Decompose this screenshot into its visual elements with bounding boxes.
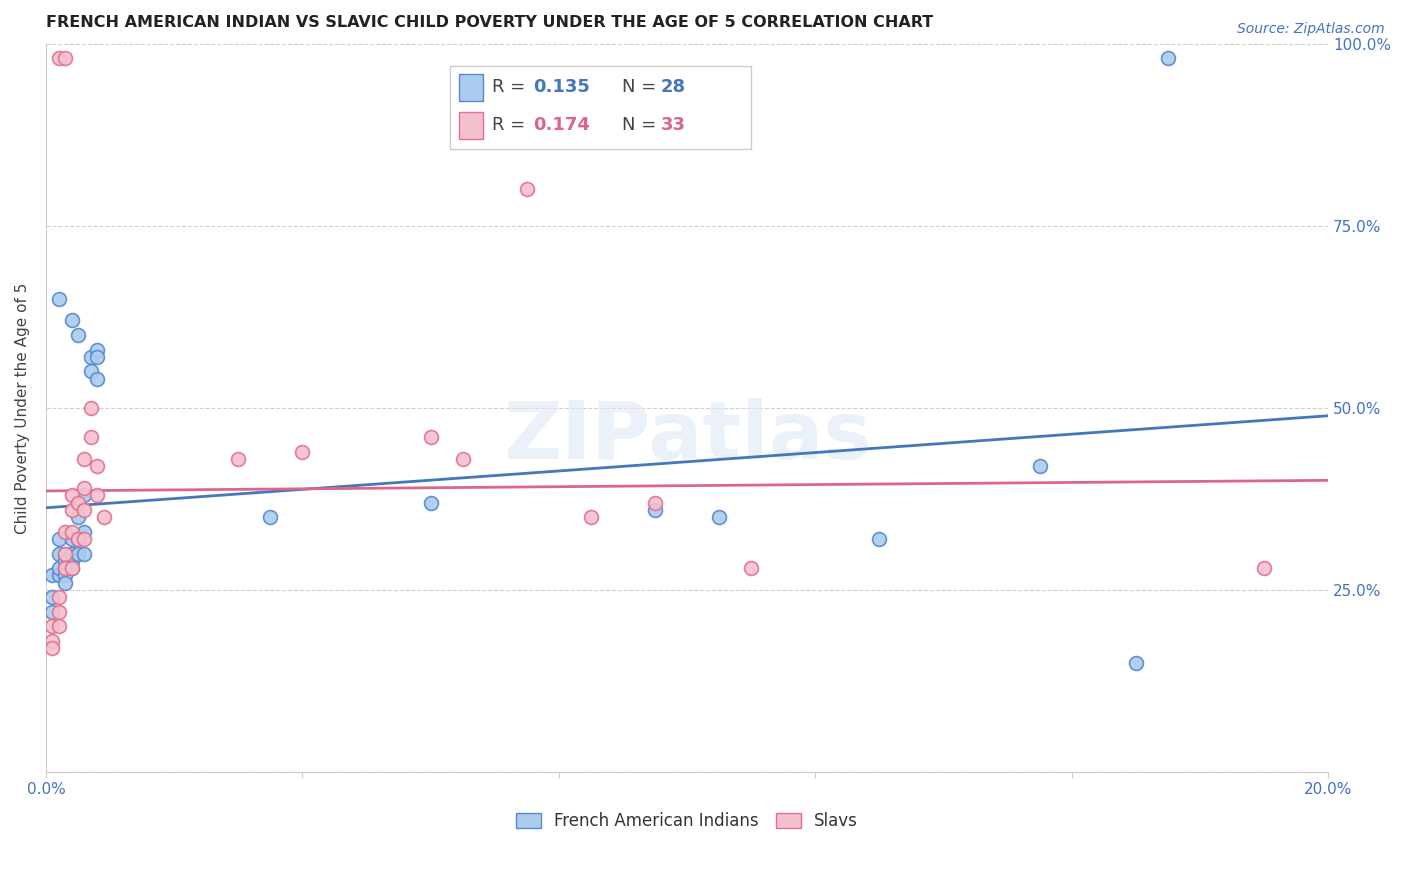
Point xyxy=(86,372,108,386)
Point xyxy=(60,561,83,575)
Point xyxy=(1253,561,1275,575)
Point xyxy=(60,313,83,327)
Point xyxy=(80,401,103,415)
Point xyxy=(66,328,89,343)
Text: Source: ZipAtlas.com: Source: ZipAtlas.com xyxy=(1237,22,1385,37)
Point xyxy=(60,524,83,539)
Point xyxy=(48,51,70,65)
Point xyxy=(60,547,83,561)
Point xyxy=(259,510,281,524)
Point xyxy=(73,503,96,517)
Point xyxy=(291,444,314,458)
Point xyxy=(86,350,108,364)
Point xyxy=(73,488,96,502)
Text: FRENCH AMERICAN INDIAN VS SLAVIC CHILD POVERTY UNDER THE AGE OF 5 CORRELATION CH: FRENCH AMERICAN INDIAN VS SLAVIC CHILD P… xyxy=(46,15,934,30)
Point xyxy=(53,547,76,561)
Point xyxy=(73,481,96,495)
Point xyxy=(48,568,70,582)
Point xyxy=(53,51,76,65)
Point xyxy=(86,488,108,502)
Point xyxy=(41,641,63,656)
Point xyxy=(48,561,70,575)
Point xyxy=(73,547,96,561)
Y-axis label: Child Poverty Under the Age of 5: Child Poverty Under the Age of 5 xyxy=(15,282,30,533)
Point xyxy=(419,430,441,444)
Point xyxy=(80,364,103,378)
Point xyxy=(48,547,70,561)
Point xyxy=(60,561,83,575)
Point xyxy=(41,568,63,582)
Point xyxy=(41,634,63,648)
Point xyxy=(53,554,76,568)
Point xyxy=(48,292,70,306)
Point xyxy=(226,451,249,466)
Point xyxy=(48,532,70,546)
Point xyxy=(66,547,89,561)
Point xyxy=(1028,459,1050,474)
Point xyxy=(53,524,76,539)
Point xyxy=(419,495,441,509)
Point xyxy=(53,561,76,575)
Point xyxy=(80,430,103,444)
Point xyxy=(48,591,70,605)
Text: ZIPatlas: ZIPatlas xyxy=(503,398,872,476)
Point xyxy=(41,591,63,605)
Point xyxy=(41,619,63,633)
Point xyxy=(66,532,89,546)
Point xyxy=(740,561,762,575)
Point xyxy=(86,459,108,474)
Point xyxy=(516,182,538,196)
Point xyxy=(644,495,666,509)
Point xyxy=(66,532,89,546)
Point xyxy=(86,343,108,357)
Point xyxy=(73,451,96,466)
Point xyxy=(66,510,89,524)
Point xyxy=(73,532,96,546)
Point xyxy=(868,532,890,546)
Point xyxy=(80,350,103,364)
Point xyxy=(579,510,602,524)
Point xyxy=(48,605,70,619)
Point xyxy=(93,510,115,524)
Legend: French American Indians, Slavs: French American Indians, Slavs xyxy=(509,805,865,837)
Point xyxy=(53,561,76,575)
Point xyxy=(1125,656,1147,670)
Point xyxy=(60,554,83,568)
Point xyxy=(60,488,83,502)
Point xyxy=(644,503,666,517)
Point xyxy=(60,503,83,517)
Point xyxy=(1157,51,1180,65)
Point xyxy=(60,532,83,546)
Point xyxy=(73,524,96,539)
Point xyxy=(48,619,70,633)
Point xyxy=(53,547,76,561)
Point xyxy=(707,510,730,524)
Point xyxy=(41,605,63,619)
Point xyxy=(53,575,76,590)
Point xyxy=(53,568,76,582)
Point xyxy=(66,495,89,509)
Point xyxy=(451,451,474,466)
